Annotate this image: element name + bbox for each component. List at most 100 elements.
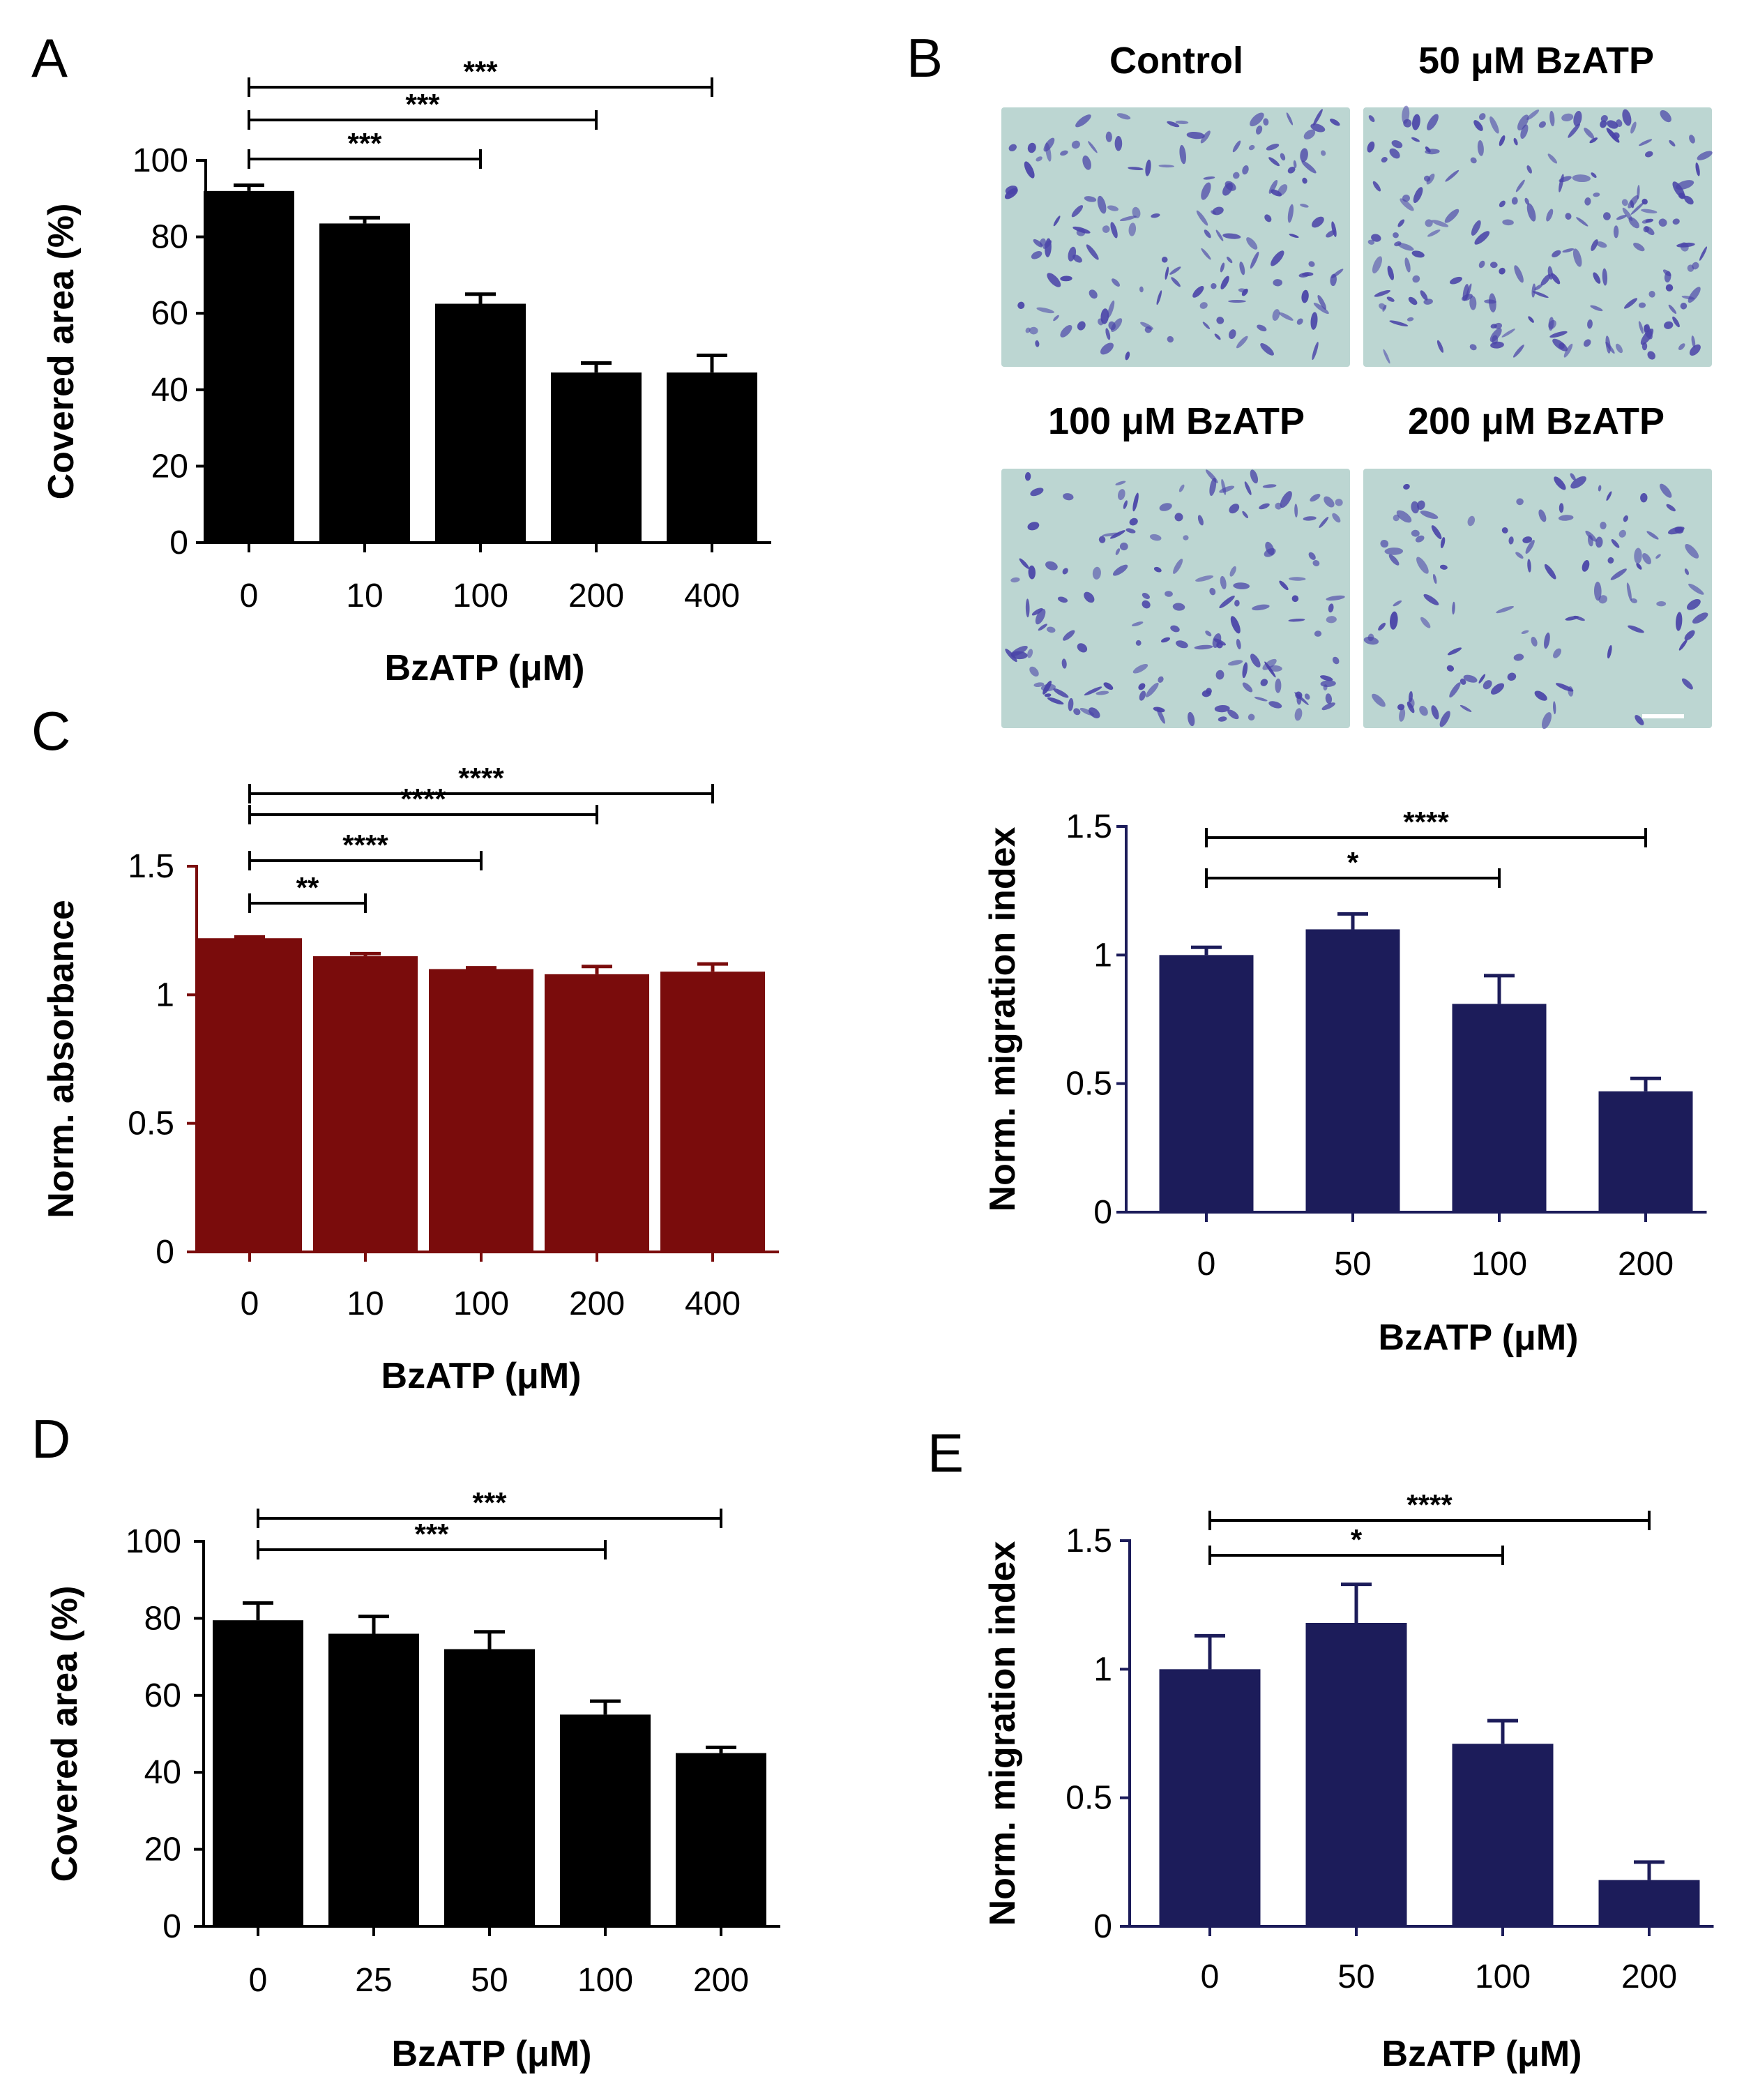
cell bbox=[1680, 303, 1688, 310]
y-tick-label: 0 bbox=[1093, 1194, 1112, 1231]
cell bbox=[1222, 233, 1241, 239]
cell bbox=[1388, 554, 1400, 566]
cell bbox=[1028, 565, 1036, 580]
cell bbox=[1280, 491, 1292, 508]
cell bbox=[1691, 335, 1696, 348]
cell bbox=[1060, 150, 1068, 156]
cell bbox=[1411, 529, 1420, 537]
cell bbox=[1047, 273, 1061, 287]
cell bbox=[1477, 140, 1484, 156]
cell bbox=[1607, 644, 1612, 659]
cell bbox=[1552, 250, 1561, 258]
cell bbox=[1550, 273, 1561, 285]
cell bbox=[1699, 246, 1708, 261]
cell bbox=[1098, 318, 1104, 326]
cell bbox=[1386, 296, 1395, 302]
bar bbox=[444, 1649, 535, 1926]
significance-bracket: **** bbox=[248, 829, 483, 870]
bar bbox=[1598, 1091, 1693, 1212]
cell bbox=[1262, 658, 1277, 670]
cell bbox=[1209, 477, 1217, 497]
cell bbox=[1534, 690, 1547, 701]
cell bbox=[1469, 344, 1477, 351]
cell bbox=[1678, 639, 1688, 651]
cell bbox=[1077, 643, 1088, 653]
cell bbox=[1584, 197, 1591, 206]
cell bbox=[1030, 488, 1044, 497]
micrograph-panel-b: B Control 50 μM BzATP 100 μM BzATP 200 μ… bbox=[907, 27, 1713, 730]
cell bbox=[1317, 294, 1326, 310]
cell bbox=[1598, 485, 1602, 492]
cell bbox=[1568, 123, 1581, 138]
cell bbox=[1183, 535, 1189, 541]
significance-bracket: *** bbox=[248, 55, 713, 97]
cell bbox=[1165, 266, 1169, 280]
y-tick-label: 60 bbox=[151, 295, 188, 332]
cell bbox=[1138, 683, 1146, 690]
cell bbox=[1158, 676, 1164, 683]
micrograph-title-control: Control bbox=[1109, 40, 1243, 82]
cell bbox=[1209, 587, 1216, 596]
cell bbox=[1102, 225, 1110, 233]
cell bbox=[1031, 607, 1043, 616]
cell bbox=[1302, 177, 1307, 184]
cell bbox=[1250, 469, 1259, 484]
cell bbox=[1526, 109, 1540, 121]
x-tick-label: 0 bbox=[1197, 1246, 1216, 1283]
cell bbox=[1324, 496, 1335, 508]
x-tick-label: 0 bbox=[241, 1285, 259, 1322]
cell bbox=[1684, 195, 1694, 205]
cell bbox=[1332, 513, 1341, 523]
cell bbox=[1521, 630, 1529, 635]
cell bbox=[1179, 144, 1186, 165]
cell bbox=[1559, 342, 1565, 349]
cell bbox=[1025, 598, 1030, 618]
cell bbox=[1420, 617, 1431, 628]
cell bbox=[1607, 557, 1614, 564]
cell bbox=[1582, 560, 1590, 572]
cell bbox=[1151, 213, 1160, 218]
cell bbox=[1478, 260, 1485, 269]
cell bbox=[1294, 708, 1303, 721]
cell bbox=[1139, 286, 1144, 293]
cell bbox=[1128, 167, 1144, 170]
cell bbox=[1514, 265, 1524, 283]
cell bbox=[1027, 522, 1040, 531]
y-axis-title: Covered area (%) bbox=[45, 1586, 85, 1882]
cell bbox=[1367, 141, 1375, 153]
cell bbox=[1308, 552, 1316, 560]
cell bbox=[1044, 693, 1052, 697]
x-tick-label: 0 bbox=[240, 577, 259, 614]
bar bbox=[1159, 955, 1254, 1212]
cell bbox=[1411, 501, 1420, 514]
significance-label: *** bbox=[414, 1518, 449, 1550]
x-tick-label: 200 bbox=[1618, 1246, 1674, 1283]
cell bbox=[1692, 262, 1699, 270]
cell bbox=[1538, 121, 1546, 128]
cell bbox=[1107, 300, 1115, 318]
y-tick-label: 100 bbox=[126, 1523, 181, 1560]
cell bbox=[1268, 701, 1282, 709]
cell bbox=[1447, 647, 1462, 656]
cell bbox=[1585, 530, 1597, 542]
bar bbox=[1305, 929, 1400, 1212]
cell bbox=[1403, 483, 1410, 490]
cell bbox=[1378, 622, 1386, 631]
cell bbox=[1088, 141, 1098, 153]
cell bbox=[1496, 605, 1514, 614]
cell bbox=[1268, 179, 1278, 194]
cell bbox=[1186, 131, 1205, 139]
y-tick-label: 20 bbox=[144, 1831, 181, 1868]
cell bbox=[1312, 109, 1323, 126]
cell bbox=[1688, 287, 1701, 303]
cell bbox=[1615, 343, 1623, 354]
cell bbox=[1092, 566, 1101, 580]
micrograph-title-200: 200 μM BzATP bbox=[1408, 400, 1665, 442]
micrograph-100uM bbox=[1001, 469, 1350, 728]
cell bbox=[1202, 322, 1211, 329]
cell bbox=[1252, 604, 1270, 611]
cell bbox=[1169, 266, 1181, 275]
cell bbox=[1572, 248, 1582, 267]
cell bbox=[1452, 601, 1455, 615]
cell bbox=[1520, 124, 1529, 139]
